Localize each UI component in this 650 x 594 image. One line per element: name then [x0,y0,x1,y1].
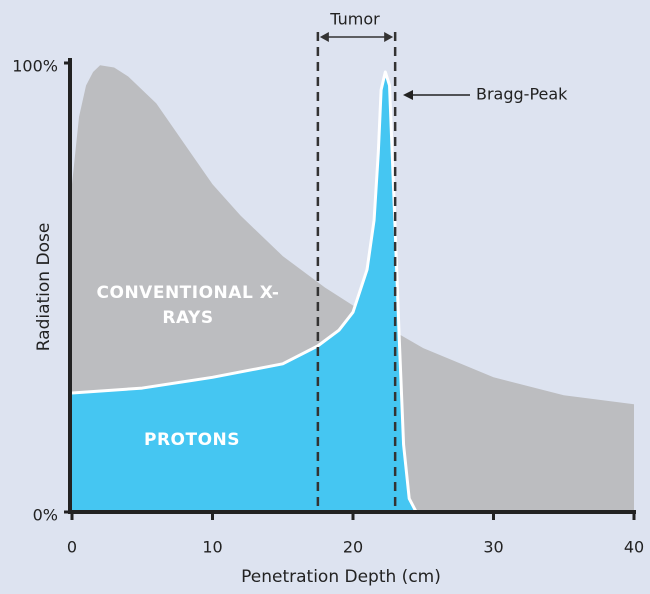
area [72,71,417,512]
tumor-arrow-head [384,32,394,42]
x-axis-title: Penetration Depth (cm) [241,567,441,587]
x-tick-label: 20 [343,538,363,557]
y-tick-label: 100% [12,57,58,76]
x-tick-label: 40 [624,538,644,557]
x-tick-label: 10 [202,538,222,557]
tumor-label: Tumor [329,10,380,29]
bragg-arrow-head [403,90,413,100]
line [71,70,418,513]
y-axis-title: Radiation Dose [34,223,54,352]
x-tick-label: 30 [483,538,503,557]
x-tick-label: 0 [67,538,77,557]
tumor-arrow-head [319,32,329,42]
xray-label: CONVENTIONAL X-RAYS [96,283,280,328]
y-tick-label: 0% [33,506,58,525]
bragg-peak-label: Bragg-Peak [476,85,568,104]
proton-label: PROTONS [143,430,241,450]
